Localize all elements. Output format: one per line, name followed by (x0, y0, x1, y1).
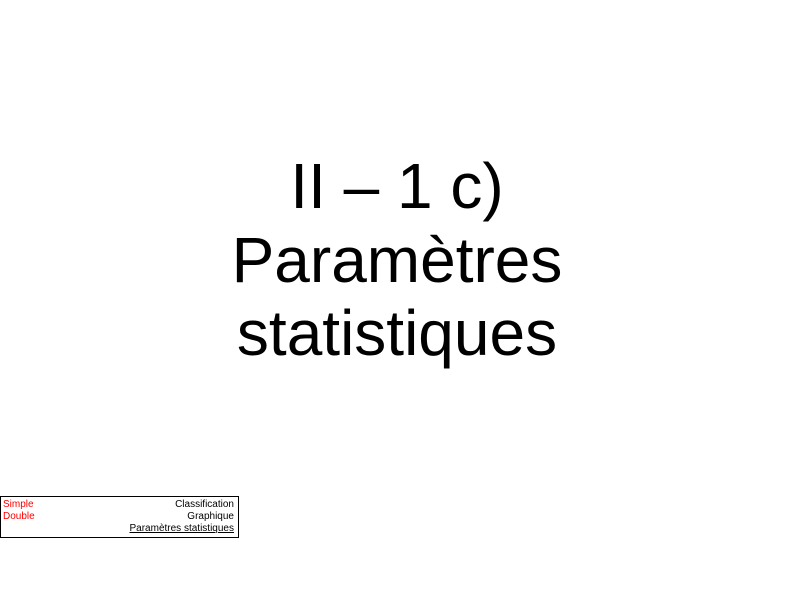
title-line-3: statistiques (0, 297, 794, 371)
nav-right-item-parametres[interactable]: Paramètres statistiques (119, 523, 234, 535)
nav-right-item-classification[interactable]: Classification (119, 499, 234, 511)
nav-left-item-double[interactable]: Double (3, 511, 113, 523)
title-line-1: II – 1 c) (0, 150, 794, 224)
nav-right-item-graphique[interactable]: Graphique (119, 511, 234, 523)
title-line-2: Paramètres (0, 224, 794, 298)
nav-table: Simple Double Classification Graphique P… (0, 496, 239, 538)
nav-left-column: Simple Double (1, 497, 118, 538)
nav-right-column: Classification Graphique Paramètres stat… (117, 497, 239, 538)
slide-title: II – 1 c) Paramètres statistiques (0, 150, 794, 371)
nav-left-item-simple[interactable]: Simple (3, 499, 113, 511)
